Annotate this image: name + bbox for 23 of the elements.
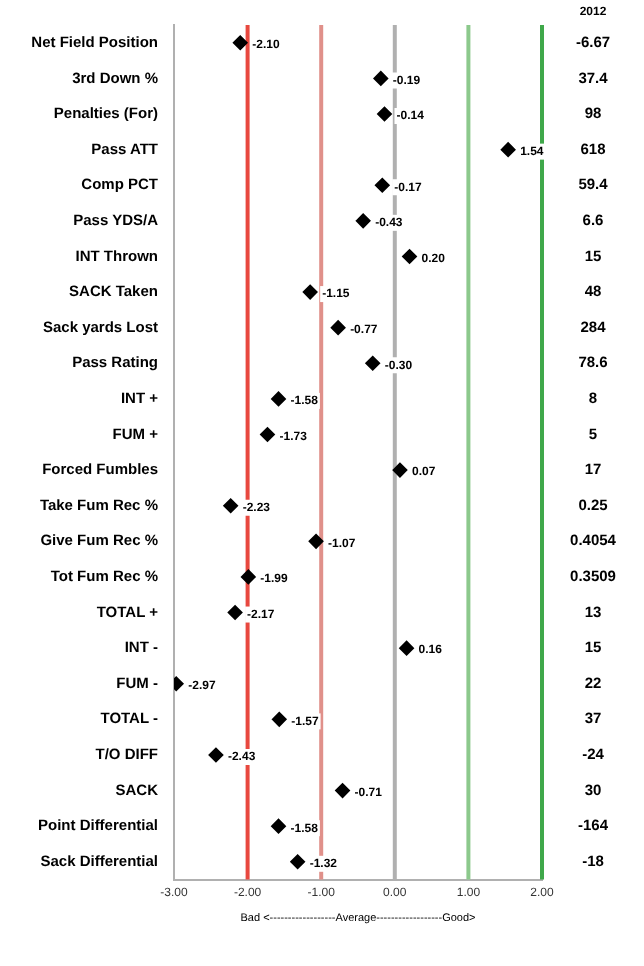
point xyxy=(290,854,306,870)
point xyxy=(271,818,286,834)
point xyxy=(271,711,287,727)
point xyxy=(330,320,346,336)
point xyxy=(335,783,350,798)
point xyxy=(223,498,239,514)
point xyxy=(402,249,417,264)
point xyxy=(302,284,318,300)
point xyxy=(208,747,224,763)
point xyxy=(365,355,381,371)
point xyxy=(260,427,275,442)
point xyxy=(374,177,390,193)
point xyxy=(271,391,286,407)
point xyxy=(227,605,243,620)
point xyxy=(355,213,371,229)
point xyxy=(392,462,408,478)
point xyxy=(308,533,324,549)
point xyxy=(399,640,414,656)
point xyxy=(240,569,256,585)
point xyxy=(377,106,392,122)
point xyxy=(232,35,248,51)
point xyxy=(500,142,516,158)
point xyxy=(373,71,389,86)
